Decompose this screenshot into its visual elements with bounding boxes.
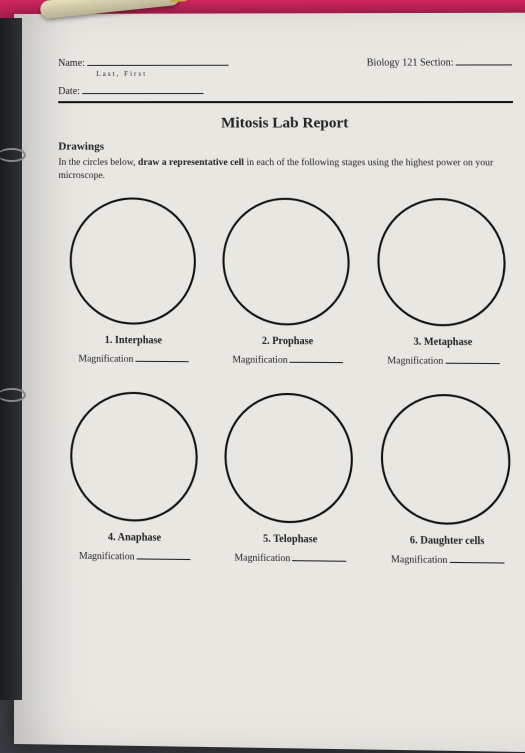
page-title: Mitosis Lab Report <box>58 115 513 132</box>
magnification-field: Magnification <box>78 352 188 365</box>
header-row: Name: Biology 121 Section: <box>58 55 512 69</box>
stage-cell-daughter: 6. Daughter cells Magnification <box>368 393 524 566</box>
mag-blank[interactable] <box>135 352 188 362</box>
stage-label: 6. Daughter cells <box>410 534 485 546</box>
stage-label: 1. Interphase <box>105 334 162 346</box>
section-heading: Drawings <box>58 141 514 154</box>
mag-label: Magnification <box>387 356 443 367</box>
name-sublabel: Last, First <box>96 70 512 78</box>
name-field: Name: <box>58 56 228 69</box>
mag-label: Magnification <box>391 554 448 565</box>
name-label: Name: <box>58 58 85 69</box>
mag-blank[interactable] <box>290 353 344 363</box>
stage-cell-anaphase: 4. Anaphase Magnification <box>59 391 211 563</box>
magnification-field: Magnification <box>232 353 343 366</box>
mag-blank[interactable] <box>137 550 191 560</box>
binder-spine <box>0 18 22 700</box>
stages-grid: 1. Interphase Magnification 2. Prophase … <box>58 197 524 567</box>
stage-cell-metaphase: 3. Metaphase Magnification <box>365 198 520 367</box>
mag-label: Magnification <box>232 355 288 366</box>
name-blank[interactable] <box>87 56 228 66</box>
drawing-circle[interactable] <box>224 392 354 523</box>
mag-label: Magnification <box>79 551 135 562</box>
drawing-circle[interactable] <box>70 391 198 522</box>
section-field: Biology 121 Section: <box>367 55 513 68</box>
magnification-field: Magnification <box>391 552 504 566</box>
date-row: Date: <box>58 84 513 103</box>
date-blank[interactable] <box>82 84 203 94</box>
stage-cell-prophase: 2. Prophase Magnification <box>211 197 363 366</box>
section-blank[interactable] <box>455 55 512 65</box>
drawing-circle[interactable] <box>376 198 507 327</box>
drawing-circle[interactable] <box>70 197 197 325</box>
stage-cell-interphase: 1. Interphase Magnification <box>58 197 208 365</box>
magnification-field: Magnification <box>79 549 190 563</box>
instructions: In the circles below, draw a representat… <box>58 157 515 184</box>
mag-blank[interactable] <box>292 551 346 561</box>
drawing-circle[interactable] <box>380 393 512 525</box>
stage-label: 2. Prophase <box>262 335 313 347</box>
worksheet-page: Name: Biology 121 Section: Last, First D… <box>14 13 525 753</box>
stage-label: 5. Telophase <box>263 533 317 545</box>
stage-cell-telophase: 5. Telophase Magnification <box>213 392 367 565</box>
section-label: Biology 121 Section: <box>367 57 454 68</box>
stage-label: 4. Anaphase <box>108 531 161 543</box>
mag-label: Magnification <box>78 354 133 365</box>
magnification-field: Magnification <box>387 354 499 367</box>
stage-label: 3. Metaphase <box>413 336 472 348</box>
magnification-field: Magnification <box>234 551 346 565</box>
mag-blank[interactable] <box>445 354 499 364</box>
mag-label: Magnification <box>234 553 290 564</box>
date-label: Date: <box>58 86 80 97</box>
instr-pre: In the circles below, <box>58 158 138 168</box>
instr-bold: draw a representative cell <box>138 158 244 168</box>
mag-blank[interactable] <box>449 553 504 563</box>
drawing-circle[interactable] <box>222 197 351 325</box>
